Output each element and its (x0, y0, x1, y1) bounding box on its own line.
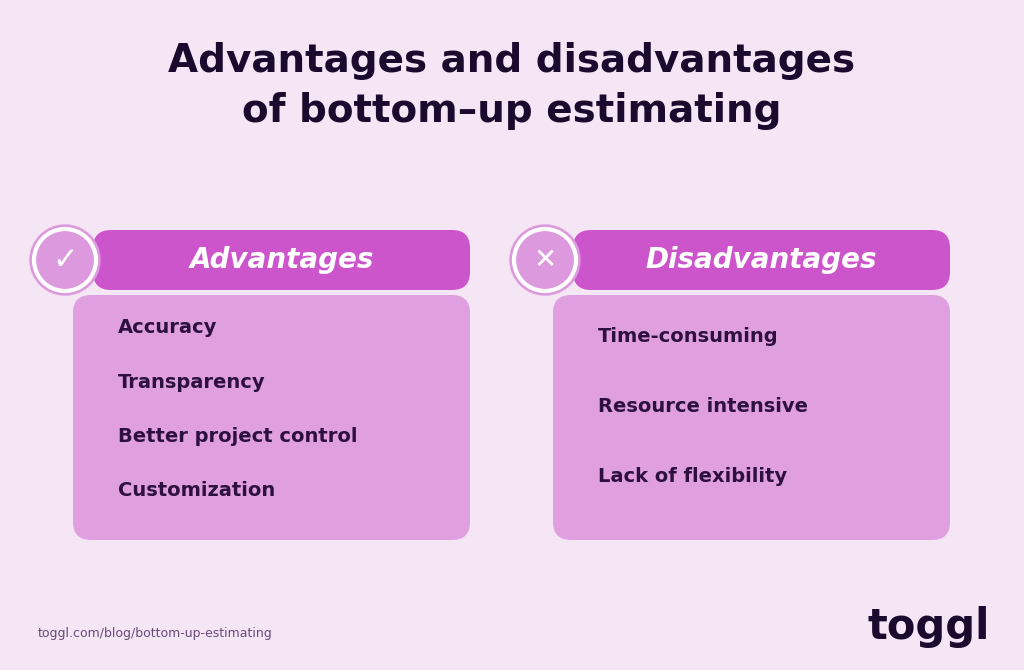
Text: ✓: ✓ (52, 245, 78, 275)
Circle shape (510, 225, 580, 295)
Text: toggl: toggl (867, 606, 990, 648)
Text: Lack of flexibility: Lack of flexibility (598, 468, 787, 486)
Text: Better project control: Better project control (118, 427, 357, 446)
FancyBboxPatch shape (573, 230, 950, 290)
Text: toggl.com/blog/bottom-up-estimating: toggl.com/blog/bottom-up-estimating (38, 627, 272, 640)
Circle shape (30, 225, 100, 295)
Text: Customization: Customization (118, 482, 275, 500)
Text: Time-consuming: Time-consuming (598, 328, 778, 346)
Text: Accuracy: Accuracy (118, 318, 217, 337)
FancyBboxPatch shape (93, 230, 470, 290)
Text: Advantages and disadvantages: Advantages and disadvantages (168, 42, 856, 80)
Text: Disadvantages: Disadvantages (646, 246, 878, 274)
FancyBboxPatch shape (73, 295, 470, 540)
Text: ✕: ✕ (534, 246, 557, 274)
Text: of bottom–up estimating: of bottom–up estimating (243, 92, 781, 130)
Text: Transparency: Transparency (118, 373, 265, 391)
Text: Advantages: Advantages (189, 246, 374, 274)
Text: Resource intensive: Resource intensive (598, 397, 808, 417)
FancyBboxPatch shape (553, 295, 950, 540)
